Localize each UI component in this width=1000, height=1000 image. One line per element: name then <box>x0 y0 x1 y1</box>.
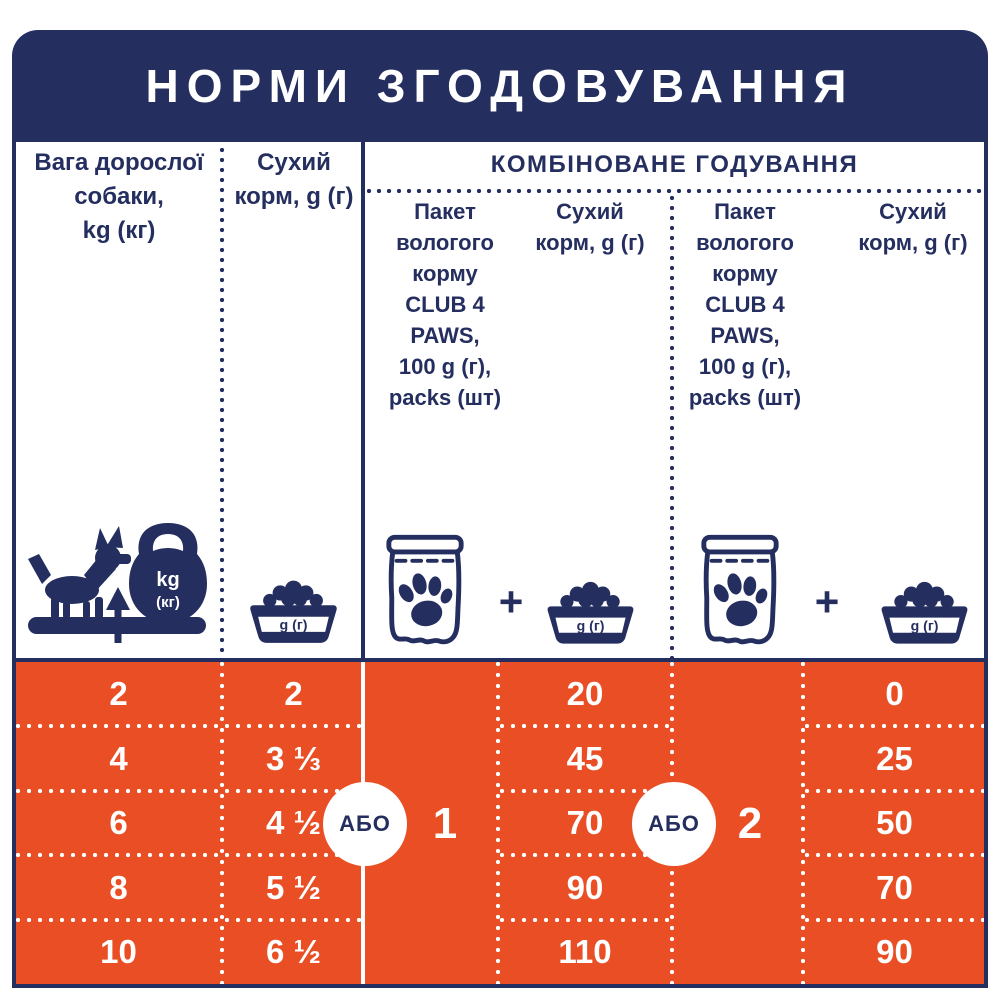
dry-food-bowl-icon: g (г) <box>250 580 337 643</box>
weight-column-header-line: Вага дорослої <box>34 149 204 176</box>
combo1-dry-cell: 20 <box>566 675 604 712</box>
bowl-grams-label: g (г) <box>911 617 939 633</box>
combo2-dry-cell: 90 <box>876 933 913 970</box>
kettlebell-icon <box>129 523 207 623</box>
weight-cell: 8 <box>109 869 128 906</box>
combo2-packs-value: 2 <box>737 799 763 848</box>
or-label: АБО <box>648 811 700 836</box>
dry-only-cell: 6 ½ <box>265 933 322 970</box>
row-separator <box>805 724 984 728</box>
or-badge-2: АБО <box>632 782 716 866</box>
row-separator <box>500 789 670 793</box>
dry-sub-column-header-1: Сухий корм, g (г) <box>535 199 645 255</box>
row-separator <box>16 918 361 922</box>
bowl-grams-label: g (г) <box>577 617 605 633</box>
row-separator <box>805 789 984 793</box>
dry-food-column-header-line: Сухий <box>257 149 331 176</box>
kettlebell-kg-sublabel: (кг) <box>156 594 180 611</box>
weight-cell: 2 <box>109 675 128 712</box>
table-border-bottom <box>12 984 988 988</box>
page-title: НОРМИ ЗГОДОВУВАННЯ <box>145 60 855 112</box>
combo1-dry-cell: 110 <box>558 933 612 970</box>
kettlebell-kg-label: kg <box>156 569 179 591</box>
dry-sub-column-header-2: Сухий корм, g (г) <box>858 199 968 255</box>
weight-column-header-line: собаки, <box>74 183 164 210</box>
combo2-dry-cell: 25 <box>876 740 913 777</box>
col-divider-weight-dry <box>220 148 224 658</box>
row-separator <box>805 918 984 922</box>
weight-cell: 6 <box>109 804 128 841</box>
row-separator <box>500 918 670 922</box>
bowl-grams-label: g (г) <box>279 618 307 634</box>
combo1-dry-cell: 70 <box>566 804 604 841</box>
wet-pack-column-header-1: Пакет вологого корму CLUB 4 PAWS, 100 g … <box>388 199 502 410</box>
dry-only-cell: 4 ½ <box>265 804 322 841</box>
header-data-separator <box>12 658 988 662</box>
weight-column-header-line: kg (кг) <box>82 217 156 244</box>
grid-divider-packs1-dry1 <box>496 662 500 984</box>
combo1-packs-value: 1 <box>432 799 458 848</box>
dog-weight-scale-icon: kg (кг) <box>28 523 207 643</box>
combo1-dry-cell: 45 <box>566 740 604 777</box>
combo2-dry-cell: 0 <box>885 675 904 712</box>
wet-pack-icon-2 <box>701 534 779 645</box>
title-bar: НОРМИ ЗГОДОВУВАННЯ <box>12 30 988 142</box>
data-grid <box>16 662 984 984</box>
table-border-left <box>12 142 16 988</box>
row-separator <box>16 853 361 857</box>
row-separator <box>805 853 984 857</box>
combo2-dry-cell: 70 <box>876 869 913 906</box>
weight-column-header: Вага дорослої собаки, kg (кг) <box>16 146 222 248</box>
or-label: АБО <box>339 811 391 836</box>
dry-food-bowl-icon-combo2: g (г) <box>881 581 968 644</box>
or-badge-1: АБО <box>323 782 407 866</box>
weight-cell: 10 <box>100 933 137 970</box>
grid-divider-packs2-dry2 <box>801 662 805 984</box>
combined-header-underline <box>367 189 982 193</box>
row-separator <box>16 724 361 728</box>
plus-icon: + <box>814 578 840 625</box>
row-separator <box>16 789 361 793</box>
paw-print-icon <box>398 573 453 627</box>
dry-food-column-header: Сухий корм, g (г) <box>226 146 362 214</box>
combo2-dry-cell: 50 <box>876 804 913 841</box>
row-separator <box>500 853 670 857</box>
row-separator <box>500 724 670 728</box>
dog-icon <box>28 526 131 619</box>
grid-divider-weight-dry <box>220 662 224 984</box>
col-divider-dry-combined <box>361 142 365 658</box>
combined-feeding-header: КОМБІНОВАНЕ ГОДУВАННЯ <box>490 151 859 178</box>
up-arrow-icon <box>106 587 130 610</box>
combo1-dry-cell: 90 <box>566 869 604 906</box>
weight-cell: 4 <box>109 740 128 777</box>
table-border-right <box>984 142 988 988</box>
dry-food-bowl-icon-combo1: g (г) <box>547 581 634 644</box>
wet-pack-column-header-2: Пакет вологого корму CLUB 4 PAWS, 100 g … <box>688 199 802 410</box>
dry-only-cell: 3 ⅓ <box>265 740 322 777</box>
paw-print-icon <box>713 573 768 627</box>
dry-only-cell: 5 ½ <box>265 869 322 906</box>
col-divider-combo1-combo2 <box>670 196 674 658</box>
dry-only-cell: 2 <box>284 675 303 712</box>
plus-icon: + <box>498 578 524 625</box>
wet-pack-icon-1 <box>386 534 464 645</box>
dry-food-column-header-line: корм, g (г) <box>234 183 354 210</box>
